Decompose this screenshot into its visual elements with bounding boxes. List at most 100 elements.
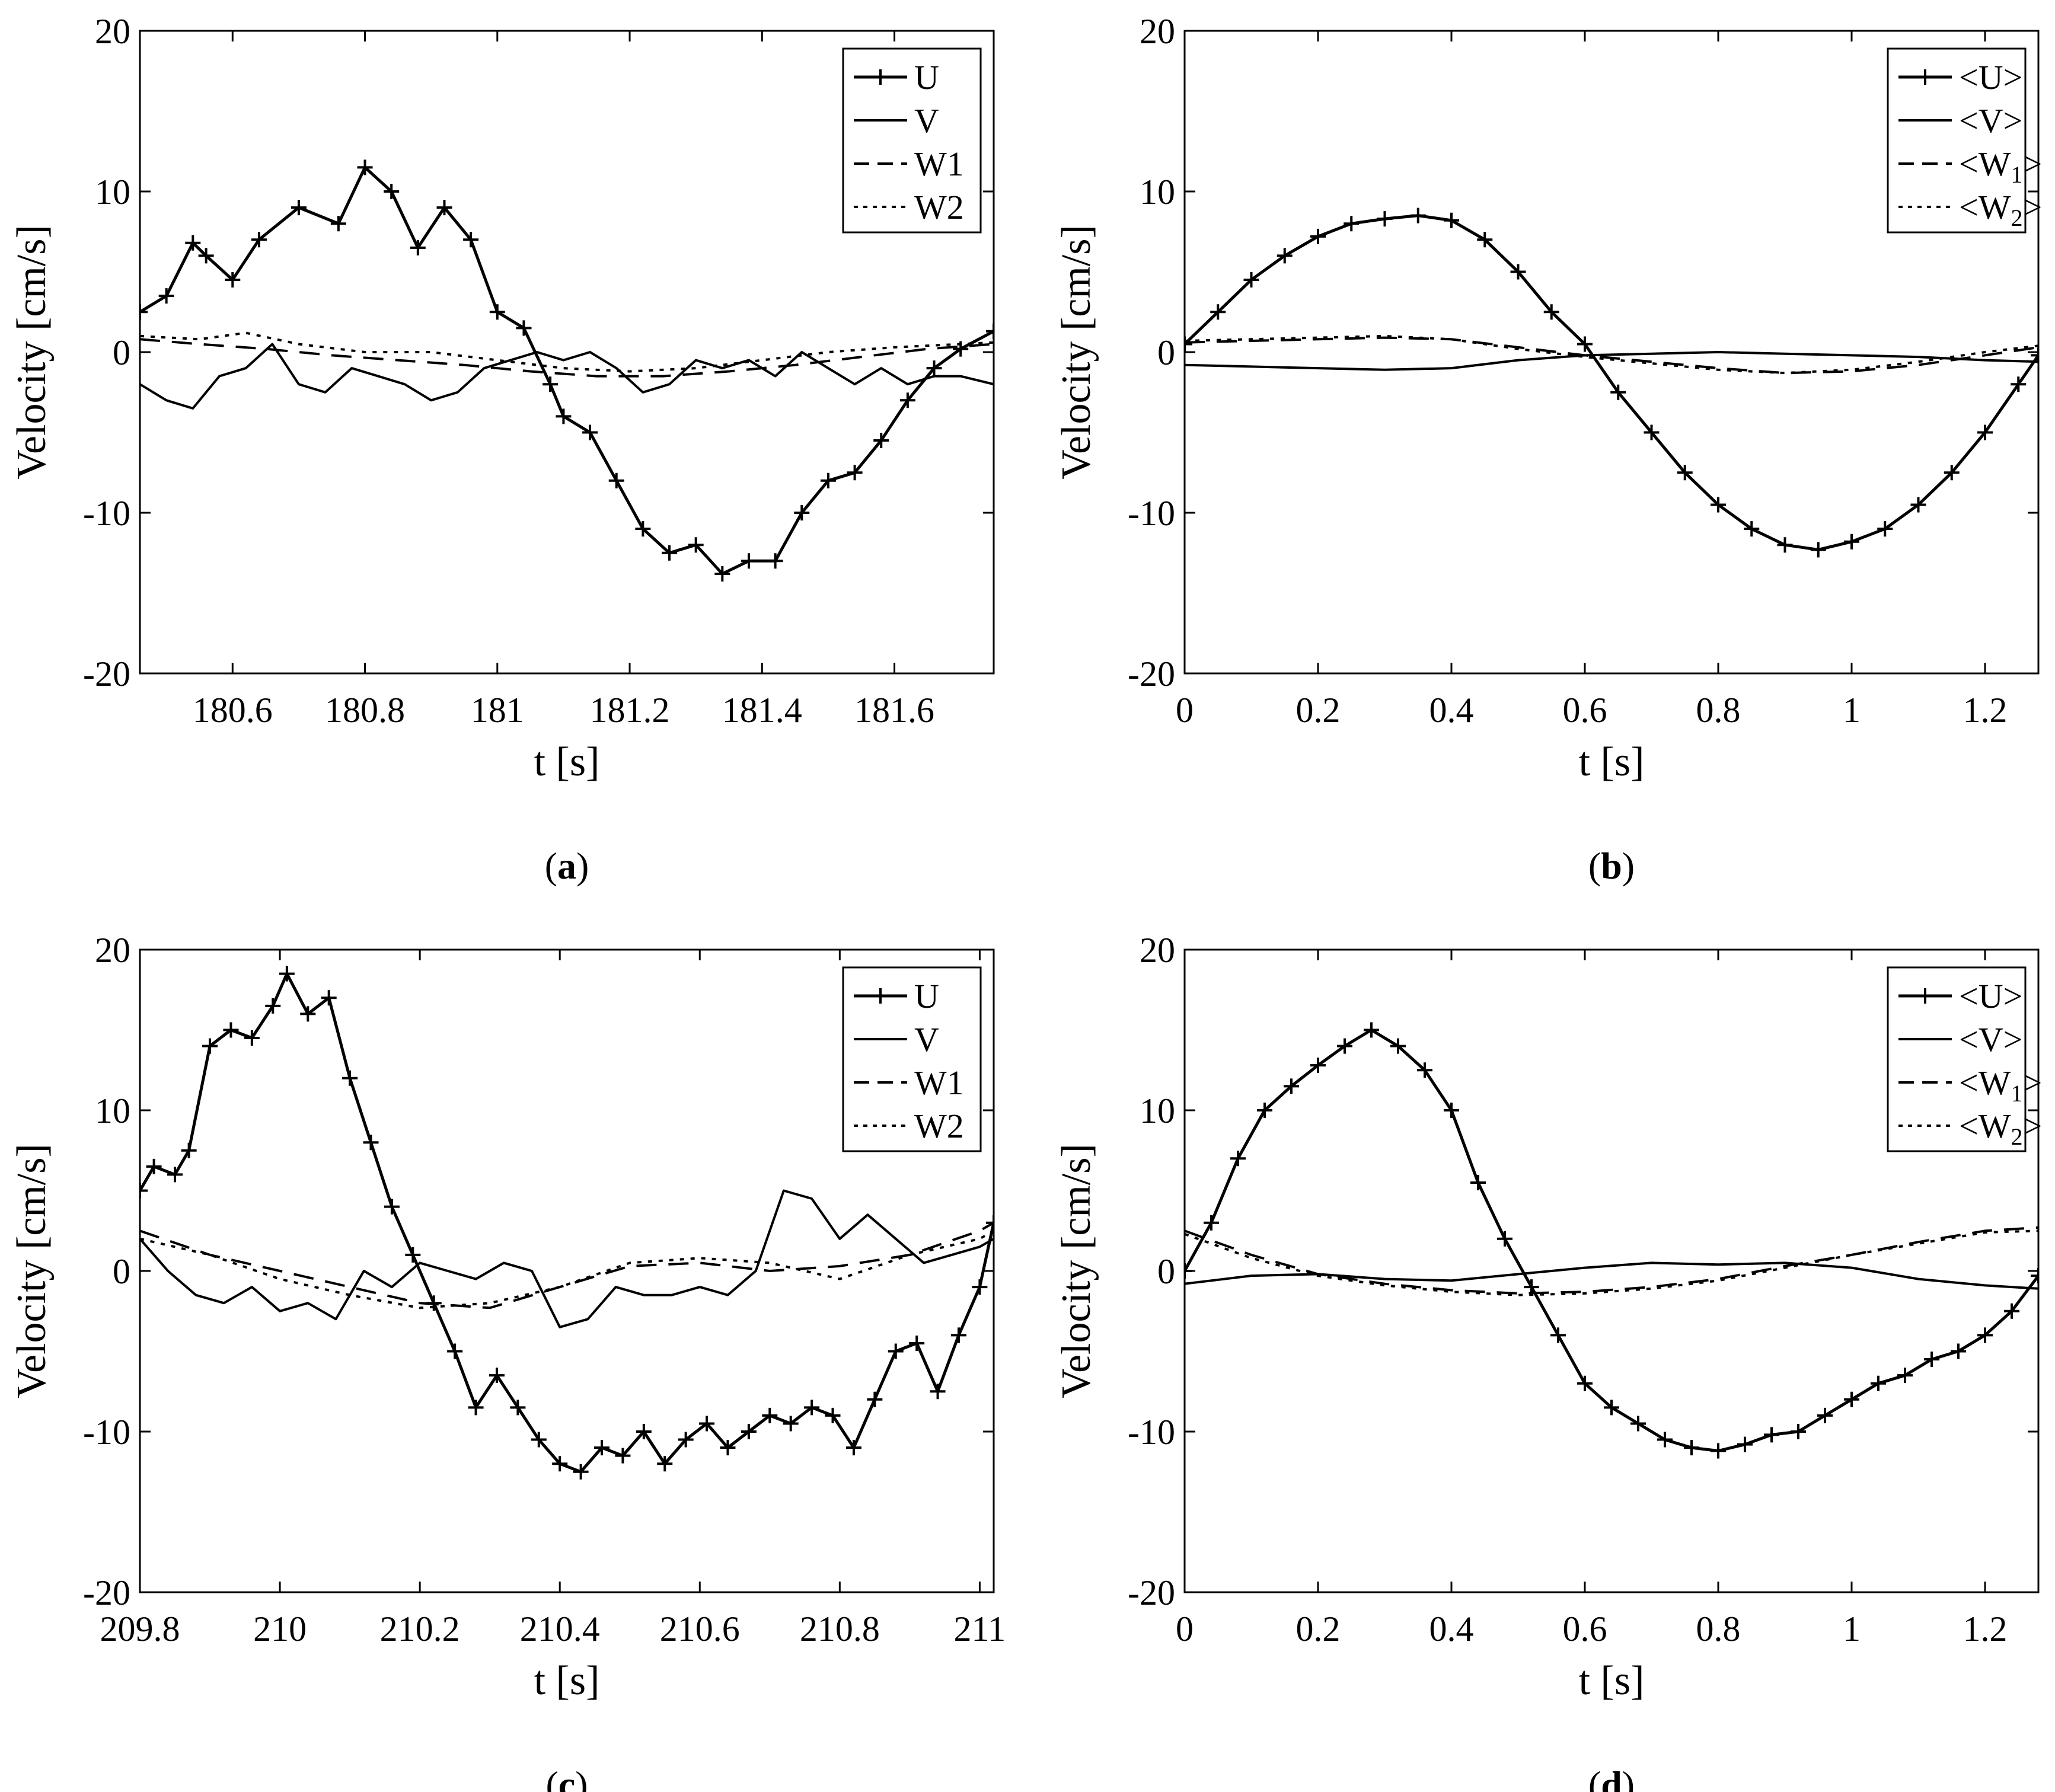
data-point-plus-marker [1677,465,1693,481]
legend: <U> <V> <W1><W2> [1887,47,2042,234]
data-point-plus-marker [1644,424,1660,440]
legend-label: V [914,1020,939,1059]
series-line-w1 [140,338,994,378]
data-point-plus-marker [1737,1436,1753,1452]
x-tick-label: 180.6 [193,691,273,730]
y-tick-label: 0 [113,333,130,372]
y-tick-label: 20 [1140,12,1175,51]
data-point-plus-marker [986,1215,994,1231]
y-axis-label: Velocity [cm/s] [9,225,55,480]
data-point-plus-marker [463,232,479,248]
series-line-w2 [140,331,994,373]
x-tick-label: 0.8 [1696,691,1741,730]
data-point-plus-marker [899,392,915,408]
data-point-plus-marker [582,424,598,440]
data-point-plus-marker [2031,347,2038,363]
data-point-plus-marker [794,505,810,520]
y-tick-label: 10 [1140,173,1175,212]
data-point-plus-marker [1390,1038,1406,1054]
series-line-u [1185,214,2038,551]
data-point-plus-marker [1477,232,1493,248]
legend-box [1887,966,2027,1152]
data-point-plus-marker [741,553,757,569]
data-point-plus-marker [1257,1103,1272,1118]
legend: UV W1 W2 [842,966,982,1152]
x-tick-label: 0 [1176,691,1194,730]
y-tick-label: 20 [95,12,130,51]
data-point-plus-marker [1657,1432,1673,1448]
data-point-plus-marker [635,521,651,537]
data-point-plus-marker [167,1167,183,1183]
data-point-plus-marker [1777,537,1793,553]
legend: UV W1 W2 [842,47,982,234]
series-line-w1 [140,1221,994,1309]
data-point-plus-marker [678,1432,694,1448]
legend-label: U [914,977,939,1015]
data-point-plus-marker [251,232,267,248]
data-point-plus-marker [1310,228,1326,244]
series-line-v [140,343,994,410]
data-point-plus-marker [2004,1303,2019,1319]
data-point-plus-marker [185,235,201,251]
data-point-plus-marker [888,1343,904,1359]
data-point-plus-marker [1630,1416,1646,1432]
y-tick-label: -10 [83,1413,130,1452]
panel-caption: (a) [545,845,589,887]
data-point-plus-marker [1377,211,1393,227]
legend-box [842,966,982,1152]
data-point-plus-marker [198,248,214,264]
data-point-plus-marker [1185,1263,1192,1279]
data-point-plus-marker [1364,1022,1379,1038]
data-point-plus-marker [265,998,281,1014]
data-point-plus-marker [1204,1215,1219,1231]
data-point-plus-marker [330,216,346,232]
data-point-plus-marker [845,1440,861,1456]
data-point-plus-marker [1791,1424,1806,1439]
data-point-plus-marker [516,320,532,336]
data-point-plus-marker [468,1400,484,1416]
plot-series-group [140,966,994,1480]
x-tick-label: 1 [1843,1609,1861,1649]
data-point-plus-marker [783,1416,799,1432]
data-point-plus-marker [510,1400,526,1416]
x-tick-label: 210 [253,1609,307,1649]
x-tick-label: 181.4 [722,691,802,730]
data-point-plus-marker [1810,542,1826,558]
data-point-plus-marker [1610,384,1626,400]
legend-box [1887,47,2027,234]
series-line-w1 [1185,1226,2038,1295]
data-point-plus-marker [1844,534,1859,550]
data-point-plus-marker [384,184,400,199]
y-axis-label: Velocity [cm/s] [1054,225,1099,480]
legend-plus-marker [873,988,888,1004]
legend-label: <W2> [1959,1107,2042,1150]
data-point-plus-marker [357,159,373,175]
legend-box [842,47,982,234]
data-point-plus-marker [1944,465,1960,481]
chart-panel-a: -20 -10 0 10 20 180.6 180.8 181 181.2 181.4 181.6 t… [9,12,995,887]
x-tick-label: 181.6 [854,691,934,730]
data-point-plus-marker [1344,216,1360,232]
data-point-plus-marker [594,1440,610,1456]
y-axis-label: Velocity [cm/s] [1054,1143,1099,1398]
series-line-v [1185,1261,2038,1290]
data-point-plus-marker [543,376,559,392]
legend-label: V [914,101,939,140]
data-point-plus-marker [909,1335,925,1351]
data-point-plus-marker [291,200,307,216]
data-point-plus-marker [531,1432,547,1448]
plot-series-group [1185,1022,2038,1459]
data-point-plus-marker [820,472,836,488]
data-point-plus-marker [1310,1058,1326,1074]
data-point-plus-marker [342,1070,358,1086]
data-point-plus-marker [1277,248,1293,264]
legend-plus-marker [873,69,888,85]
data-point-plus-marker [1877,521,1893,537]
y-tick-label: -10 [1128,494,1175,533]
data-point-plus-marker [244,1030,260,1046]
x-tick-label: 0.2 [1296,1609,1341,1649]
data-point-plus-marker [225,272,241,288]
x-tick-label: 0.4 [1429,1609,1474,1649]
data-point-plus-marker [767,553,783,569]
